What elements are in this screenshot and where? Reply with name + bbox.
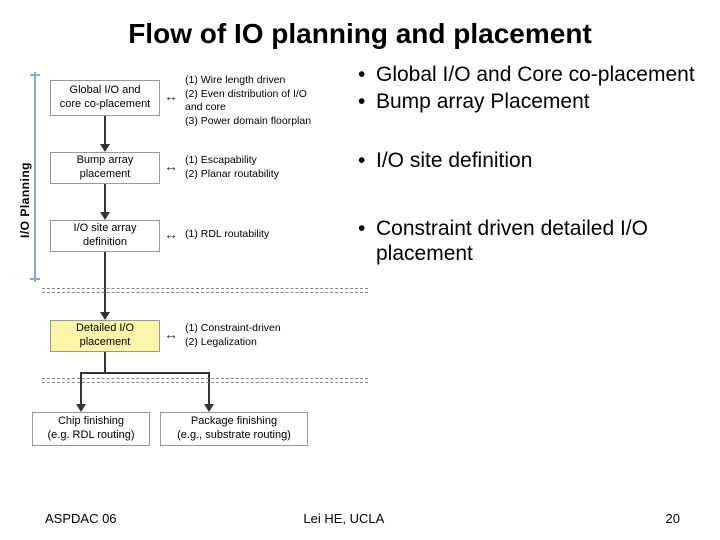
planning-bar-cap (30, 74, 40, 76)
content-area: I/O Planning Global I/O and core co-plac… (0, 60, 720, 460)
bullet-item: • Bump array Placement (358, 89, 700, 114)
down-arrow-icon (100, 312, 110, 320)
down-arrow-icon (100, 144, 110, 152)
flow-box-chip-finishing: Chip finishing (e.g. RDL routing) (32, 412, 150, 446)
flow-box-bump-array: Bump array placement (50, 152, 160, 184)
flow-box-io-site: I/O site array definition (50, 220, 160, 252)
footer-page-number: 20 (666, 511, 680, 526)
down-arrow-icon (204, 404, 214, 412)
flow-arrow-stem (104, 352, 106, 372)
flowchart: I/O Planning Global I/O and core co-plac… (20, 60, 350, 460)
flow-arrow-stem (104, 184, 106, 212)
bullet-item: • Constraint driven detailed I/O placeme… (358, 216, 700, 266)
section-divider (42, 378, 368, 379)
bullet-text: Bump array Placement (376, 89, 590, 114)
section-divider (42, 292, 368, 293)
bidir-arrow-icon: ↔ (164, 158, 178, 174)
flow-box-detailed-io: Detailed I/O placement (50, 320, 160, 352)
footer-left: ASPDAC 06 (45, 511, 117, 526)
down-arrow-icon (100, 212, 110, 220)
flow-annot-1: (1) Wire length driven (2) Even distribu… (185, 74, 311, 129)
bullet-text: Constraint driven detailed I/O placement (376, 216, 700, 266)
slide-footer: ASPDAC 06 Lei HE, UCLA 20 (0, 511, 720, 526)
planning-bar-cap (30, 278, 40, 280)
bullet-section-3: • Constraint driven detailed I/O placeme… (358, 216, 700, 266)
bullet-section-1: • Global I/O and Core co-placement • Bum… (358, 62, 700, 114)
slide-title: Flow of IO planning and placement (0, 0, 720, 60)
bullet-dot-icon: • (358, 89, 376, 114)
bullet-dot-icon: • (358, 216, 376, 266)
flow-arrow-stem (104, 116, 106, 144)
flow-annot-3: (1) RDL routability (185, 228, 269, 242)
bullet-text: Global I/O and Core co-placement (376, 62, 695, 87)
bullet-dot-icon: • (358, 148, 376, 173)
section-divider (42, 382, 368, 383)
bullet-item: • I/O site definition (358, 148, 700, 173)
bullet-list: • Global I/O and Core co-placement • Bum… (350, 60, 700, 460)
bidir-arrow-icon: ↔ (164, 326, 178, 342)
flow-branch (80, 372, 210, 374)
flow-annot-2: (1) Escapability (2) Planar routability (185, 154, 279, 181)
footer-center: Lei HE, UCLA (303, 511, 384, 526)
flow-annot-4: (1) Constraint-driven (2) Legalization (185, 322, 281, 349)
flow-box-package-finishing: Package finishing (e.g., substrate routi… (160, 412, 308, 446)
flow-arrow-stem (208, 372, 210, 404)
planning-label: I/O Planning (18, 162, 32, 238)
bullet-section-2: • I/O site definition (358, 148, 700, 173)
bullet-dot-icon: • (358, 62, 376, 87)
section-divider (42, 288, 368, 289)
bullet-item: • Global I/O and Core co-placement (358, 62, 700, 87)
planning-range-bar (34, 72, 36, 282)
flow-arrow-stem (104, 252, 106, 312)
flow-box-global-io: Global I/O and core co-placement (50, 80, 160, 116)
bidir-arrow-icon: ↔ (164, 226, 178, 242)
flow-arrow-stem (80, 372, 82, 404)
down-arrow-icon (76, 404, 86, 412)
bullet-text: I/O site definition (376, 148, 532, 173)
bidir-arrow-icon: ↔ (164, 88, 178, 104)
